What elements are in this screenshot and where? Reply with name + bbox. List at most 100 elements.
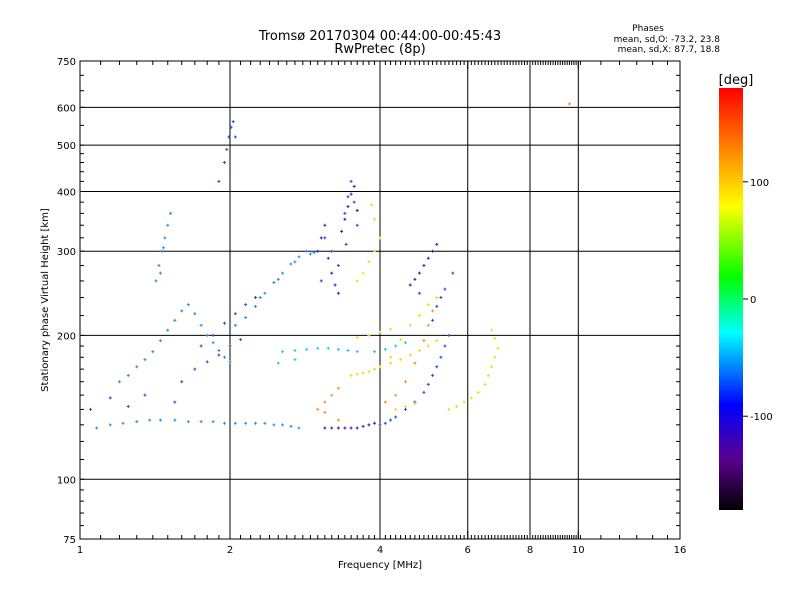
echo-point (233, 421, 237, 425)
x-tick-label: 6 (465, 545, 471, 556)
echo-point (211, 333, 215, 337)
echo-point (417, 291, 421, 295)
echo-point (486, 373, 490, 377)
echo-point (281, 423, 285, 427)
y-tick-label: 100 (57, 475, 76, 486)
echo-point (239, 338, 243, 342)
echo-point (326, 256, 330, 260)
echo-point (373, 367, 377, 371)
echo-point (435, 296, 439, 300)
echo-point (361, 424, 365, 428)
echo-point (281, 350, 285, 354)
echo-point (355, 279, 359, 283)
echo-point (135, 365, 139, 369)
colorbar-ticks: 100 0 -100 (743, 178, 773, 423)
echo-point (323, 223, 327, 227)
echo-point (223, 421, 227, 425)
echo-point (431, 309, 435, 313)
echo-point (408, 283, 412, 287)
echo-point (228, 360, 232, 364)
stat-o: mean, sd,O: -73.2, 23.8 (614, 35, 721, 45)
echo-point (169, 211, 173, 215)
echo-point (158, 271, 162, 275)
echo-point (217, 348, 221, 352)
y-tick-label: 200 (57, 331, 76, 342)
colorbar-tick-label: 0 (750, 295, 756, 306)
echo-point (289, 424, 293, 428)
echo-point (373, 217, 377, 221)
echo-point (435, 365, 439, 369)
echo-point (451, 271, 455, 275)
y-tick-label: 500 (57, 141, 76, 152)
echo-point (431, 318, 435, 322)
echo-point (312, 251, 316, 255)
echo-point (340, 229, 344, 233)
echo-point (346, 205, 350, 209)
echo-point (336, 347, 340, 351)
echo-point (399, 358, 403, 362)
echo-point (343, 217, 347, 221)
echo-point (355, 426, 359, 430)
echo-point (426, 256, 430, 260)
echo-point (323, 400, 327, 404)
echo-point (323, 426, 327, 430)
echo-point (378, 423, 382, 427)
echo-point (417, 314, 421, 318)
echo-point (293, 358, 297, 362)
echo-points (89, 102, 571, 430)
echo-point (373, 350, 377, 354)
echo-point (157, 264, 161, 268)
echo-point (383, 421, 387, 425)
echo-point (308, 252, 312, 256)
echo-point (154, 279, 158, 283)
echo-point (417, 348, 421, 352)
echo-point (108, 423, 112, 427)
echo-point (435, 242, 439, 246)
echo-point (567, 102, 571, 106)
echo-point (490, 328, 494, 332)
echo-point (439, 355, 443, 359)
echo-point (319, 279, 323, 283)
echo-point (389, 327, 393, 331)
echo-point (349, 179, 353, 183)
echo-point (431, 249, 435, 253)
echo-point (349, 192, 353, 196)
echo-point (344, 242, 348, 246)
echo-point (228, 344, 232, 348)
echo-point (389, 355, 393, 359)
y-axis-ticks: 75 100 200 300 400 500 600 750 (57, 57, 680, 546)
echo-point (276, 361, 280, 365)
echo-point (493, 337, 497, 341)
echo-point (158, 339, 162, 343)
echo-point (336, 291, 340, 295)
echo-point (413, 402, 417, 406)
echo-point (227, 135, 231, 139)
echo-point (166, 328, 170, 332)
echo-point (305, 347, 309, 351)
echo-point (355, 335, 359, 339)
echo-point (333, 283, 337, 287)
echo-point (426, 344, 430, 348)
echo-point (316, 249, 320, 253)
echo-point (403, 380, 407, 384)
echo-point (330, 271, 334, 275)
echo-point (330, 426, 334, 430)
echo-point (426, 382, 430, 386)
x-axis-ticks: 1 2 4 6 8 10 16 (77, 61, 686, 556)
echo-point (223, 321, 227, 325)
y-tick-label: 75 (63, 535, 76, 546)
echo-point (403, 341, 407, 345)
echo-point (323, 410, 327, 414)
echo-point (272, 423, 276, 427)
echo-point (272, 281, 276, 285)
echo-point (253, 296, 257, 300)
echo-point (305, 249, 309, 253)
echo-point (422, 264, 426, 268)
echo-point (352, 184, 356, 188)
echo-point (173, 400, 177, 404)
echo-point (417, 271, 421, 275)
echo-point (258, 296, 262, 300)
echo-point (217, 179, 221, 183)
colorbar-label: [deg] (719, 73, 754, 88)
echo-point (244, 303, 248, 307)
